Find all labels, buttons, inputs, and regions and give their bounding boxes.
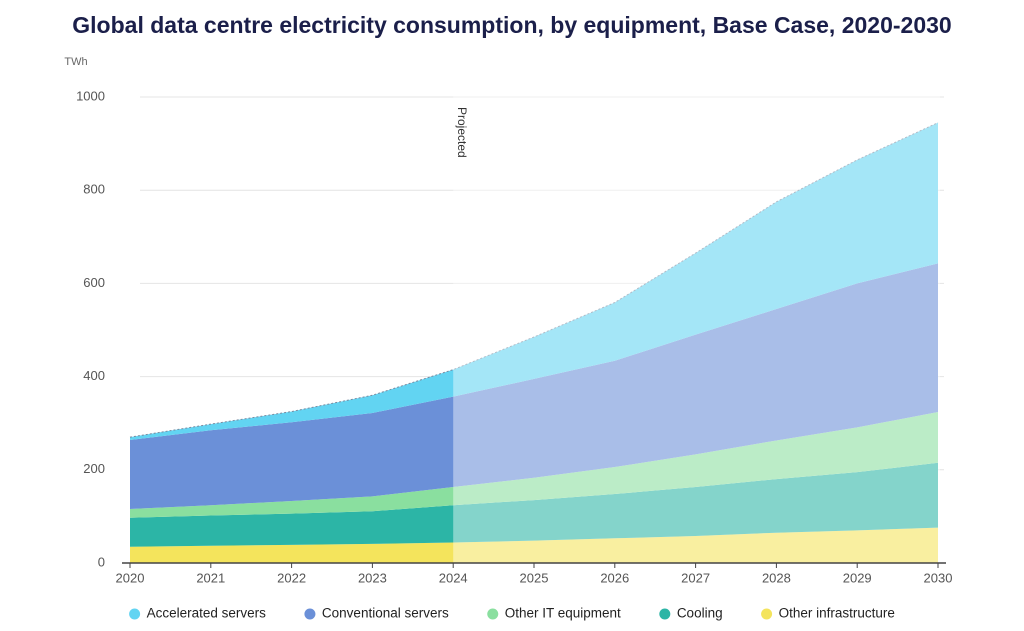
x-tick-label: 2029 (843, 570, 872, 585)
y-tick-label: 200 (83, 461, 105, 476)
legend-label: Other IT equipment (505, 606, 621, 621)
legend-swatch (487, 608, 499, 620)
y-tick-label: 800 (83, 182, 105, 197)
y-tick-label: 400 (83, 368, 105, 383)
legend-label: Accelerated servers (147, 606, 267, 621)
y-tick-label: 0 (98, 554, 105, 569)
x-tick-label: 2028 (762, 570, 791, 585)
x-tick-label: 2020 (116, 570, 145, 585)
area (130, 462, 938, 547)
legend-swatch (129, 608, 141, 620)
x-tick-label: 2024 (439, 570, 468, 585)
area (130, 412, 938, 518)
x-tick-label: 2027 (681, 570, 710, 585)
x-tick-label: 2026 (600, 570, 629, 585)
x-tick-label: 2023 (358, 570, 387, 585)
annotation: Projected (455, 107, 469, 158)
x-tick-label: 2021 (196, 570, 225, 585)
x-tick-label: 2022 (277, 570, 306, 585)
y-tick-label: 600 (83, 275, 105, 290)
chart-title: Global data centre electricity consumpti… (72, 12, 951, 38)
area (130, 263, 938, 509)
legend-swatch (761, 608, 773, 620)
legend-label: Cooling (677, 606, 723, 621)
area (130, 527, 938, 563)
y-axis-unit: TWh (64, 56, 87, 68)
total-outline (129, 122, 939, 438)
legend-label: Conventional servers (322, 606, 449, 621)
y-tick-label: 1000 (76, 88, 105, 103)
x-tick-label: 2025 (520, 570, 549, 585)
legend: Accelerated servers Conventional servers O… (129, 606, 895, 621)
legend-swatch (304, 608, 316, 620)
x-tick-label: 2030 (924, 570, 953, 585)
projected-shade (453, 92, 940, 563)
legend-swatch (659, 608, 671, 620)
area (130, 122, 938, 440)
legend-label: Other infrastructure (779, 606, 895, 621)
